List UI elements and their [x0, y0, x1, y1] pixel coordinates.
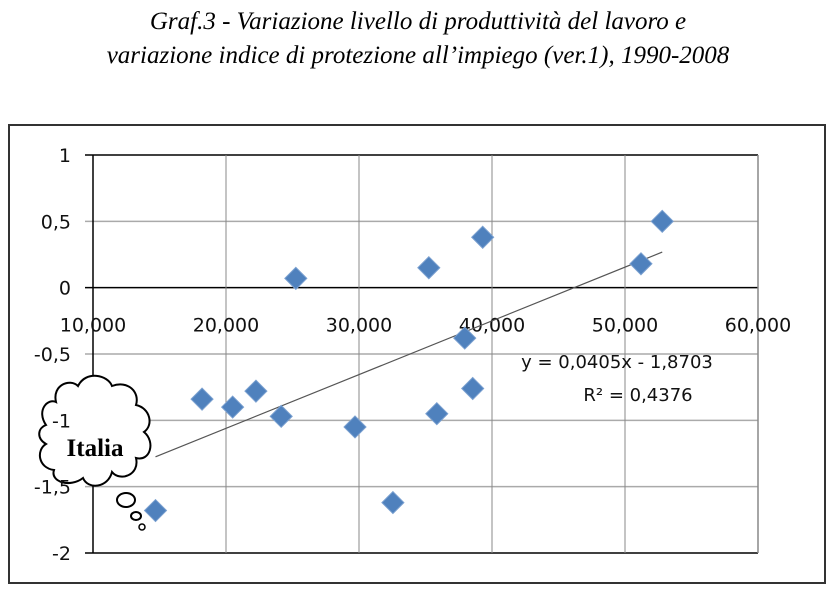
data-point [629, 252, 653, 276]
data-point [417, 256, 441, 280]
italia-label: Italia [67, 435, 124, 462]
data-point [343, 415, 367, 439]
data-point [284, 266, 308, 291]
italia-thought-bubble: Italia [38, 374, 152, 531]
data-point [143, 498, 168, 523]
data-point [453, 326, 477, 350]
y-tick-label: -1,5 [34, 477, 71, 499]
y-tick-label: -1 [52, 410, 71, 432]
trendline [155, 251, 663, 458]
x-tick-label: 10,000 [60, 315, 126, 337]
y-tick-label: 0 [59, 278, 71, 300]
x-tick-label: 30,000 [326, 315, 392, 337]
x-tick-label: 20,000 [193, 315, 259, 337]
x-tick-label: 40,000 [459, 315, 525, 337]
y-tick-label: -2 [52, 543, 71, 565]
data-point [244, 379, 268, 403]
data-point [220, 395, 245, 419]
y-tick-label: -0,5 [34, 344, 71, 366]
y-tick-label: 1 [59, 145, 71, 167]
data-point [269, 404, 293, 429]
data-point [650, 209, 674, 234]
chart-title-line-2: variazione indice di protezione all’impi… [106, 42, 730, 69]
trend-equation: y = 0,0405x - 1,8703 [521, 352, 713, 373]
data-point [470, 225, 495, 249]
chart-title-line-1: Graf.3 - Variazione livello di produttiv… [149, 8, 687, 35]
x-tick-label: 50,000 [592, 315, 658, 337]
r-squared: R² = 0,4376 [583, 385, 692, 406]
data-point [190, 387, 214, 411]
y-tick-label: 0,5 [41, 211, 71, 233]
data-point [461, 376, 485, 401]
data-point [381, 490, 405, 515]
data-point [425, 401, 449, 426]
x-tick-label: 60,000 [725, 315, 791, 337]
